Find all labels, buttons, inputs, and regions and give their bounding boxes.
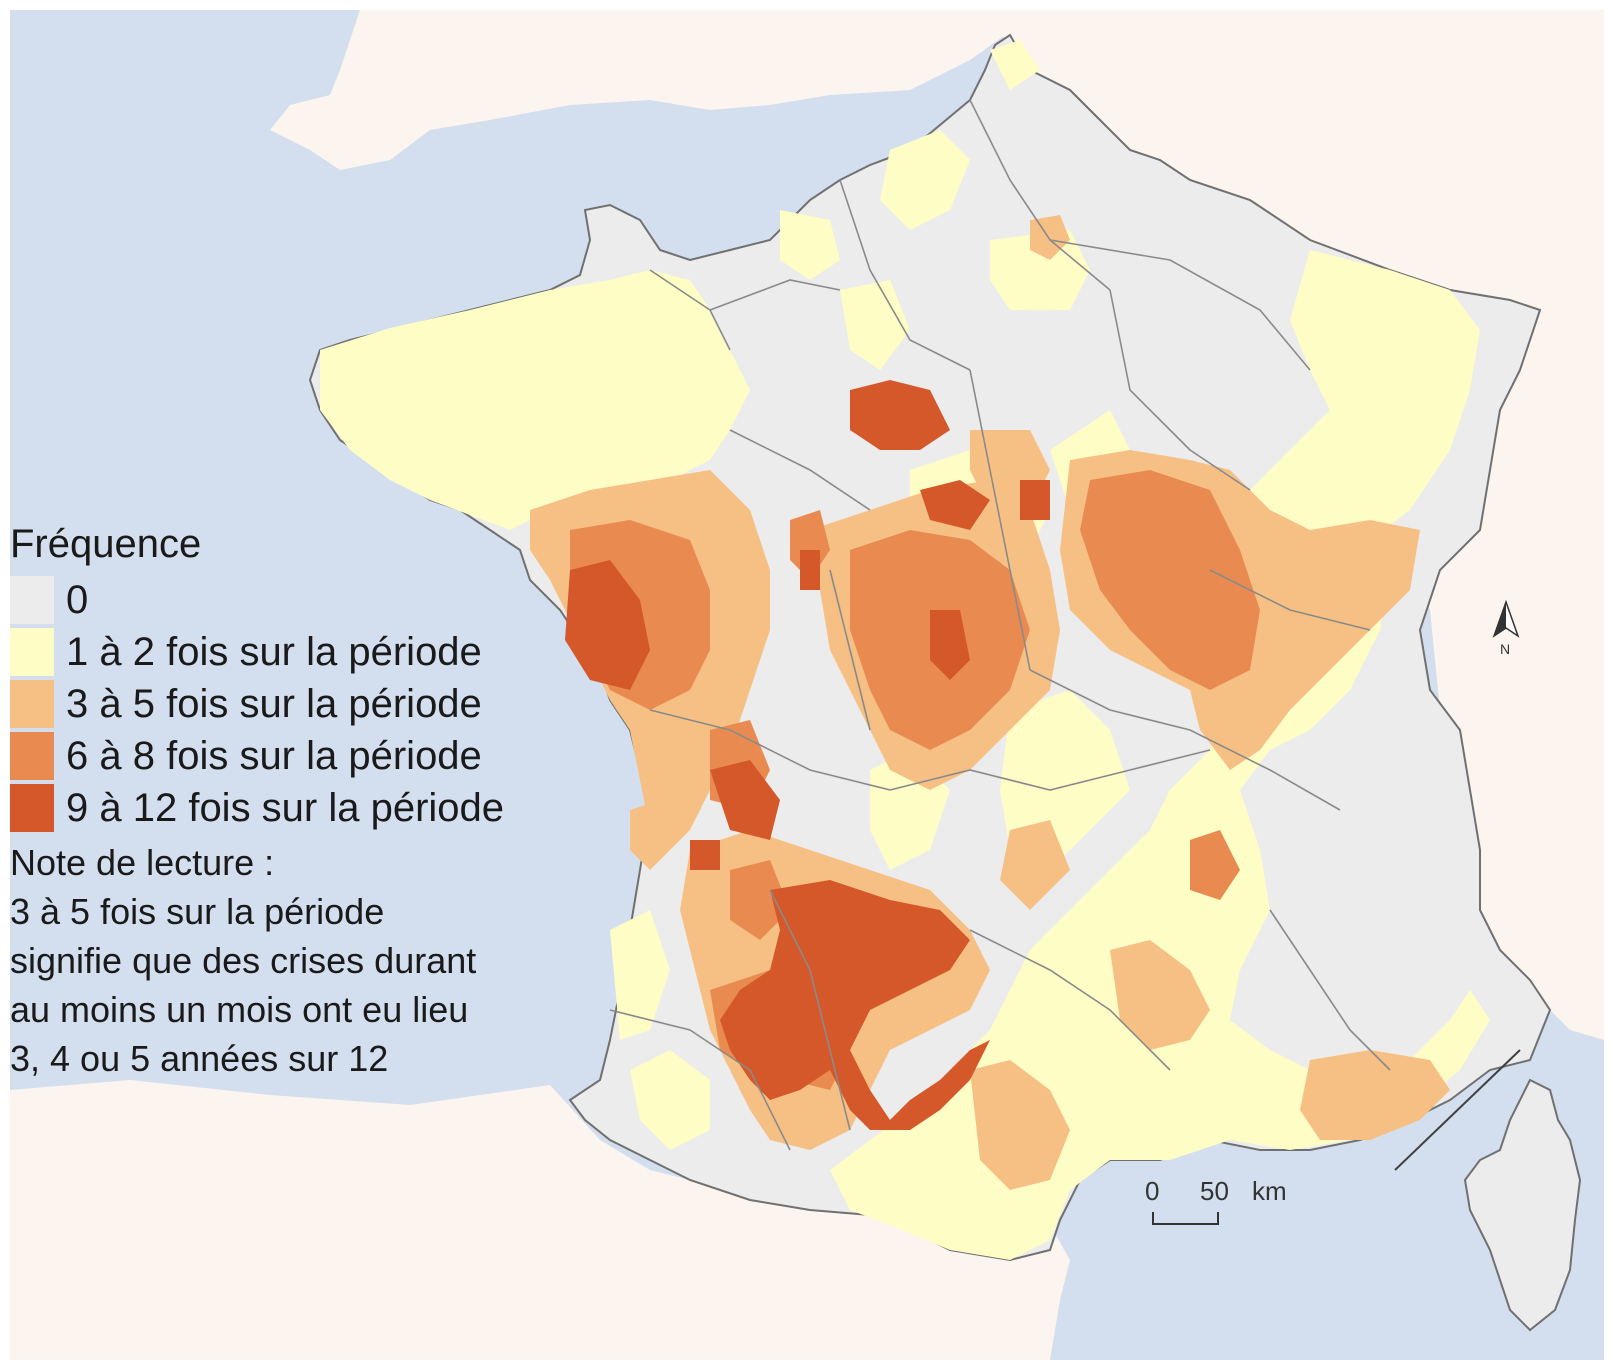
zones-9-12 [565,380,1050,1130]
reading-note-line-0: Note de lecture : [10,842,275,883]
scale-start-label: 0 [1145,1180,1159,1206]
legend-label-2: 3 à 5 fois sur la période [66,682,482,726]
reading-note-line-1: 3 à 5 fois sur la période [10,891,385,932]
north-arrow: N [1492,600,1520,657]
department-borders [609,99,1391,1151]
land-spain [10,1080,1070,1360]
legend-label-1: 1 à 2 fois sur la période [66,630,482,674]
legend-item-3: 6 à 8 fois sur la période [10,730,610,782]
reading-note-line-2: signifie que des crises durant [10,940,477,981]
reading-note: Note de lecture : 3 à 5 fois sur la péri… [10,838,610,1083]
legend-swatch-4 [10,784,54,832]
reading-note-line-4: 3, 4 ou 5 années sur 12 [10,1038,389,1079]
legend-swatch-1 [10,628,54,676]
legend-label-4: 9 à 12 fois sur la période [66,786,505,830]
legend-item-0: 0 [10,574,610,626]
reading-note-line-3: au moins un mois ont eu lieu [10,989,469,1030]
legend-item-2: 3 à 5 fois sur la période [10,678,610,730]
north-label: N [1500,641,1510,657]
legend-swatch-0 [10,576,54,624]
map-frame [10,10,1604,1360]
scale-end-label: 50 [1200,1180,1229,1206]
scale-line [1152,1212,1219,1225]
land-corsica [1463,1078,1582,1332]
scale-bar: 0 50 km [1145,1180,1287,1225]
map-canvas [10,10,1604,1360]
legend-swatch-3 [10,732,54,780]
legend-item-4: 9 à 12 fois sur la période [10,782,610,834]
land-uk [270,10,1010,170]
legend-label-3: 6 à 8 fois sur la période [66,734,482,778]
legend-swatch-2 [10,680,54,728]
scale-unit-label: km [1252,1180,1287,1206]
corsica-separator [1394,1049,1521,1171]
legend-title: Fréquence [10,522,202,566]
legend-item-1: 1 à 2 fois sur la période [10,626,610,678]
legend-label-0: 0 [66,578,89,622]
legend: Fréquence 0 1 à 2 fois sur la période 3 … [10,520,610,1083]
